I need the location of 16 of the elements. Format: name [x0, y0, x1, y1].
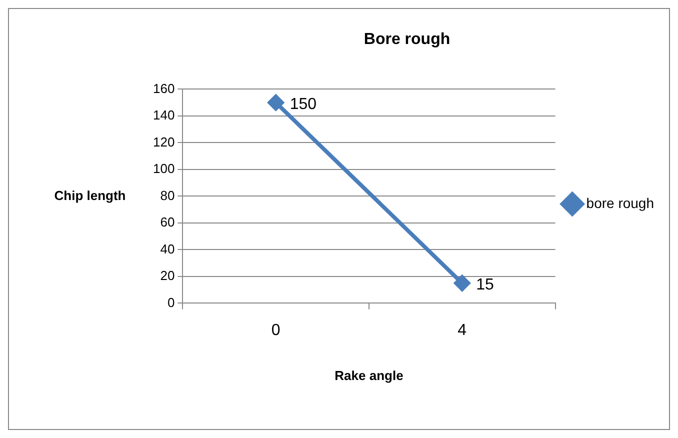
- y-tick-label: 0: [167, 294, 175, 310]
- x-tick-label: 4: [458, 322, 467, 340]
- chart-title: Bore rough: [364, 31, 450, 48]
- y-tick-label: 140: [152, 108, 175, 123]
- y-axis-title: Chip length: [54, 188, 126, 203]
- x-axis-title: Rake angle: [334, 368, 404, 383]
- y-tick-label: 20: [160, 268, 175, 284]
- y-tick-label: 60: [160, 214, 175, 230]
- data-label: 150: [290, 96, 317, 113]
- data-label: 15: [476, 276, 494, 294]
- legend-label: bore rough: [586, 194, 654, 211]
- y-tick-label: 80: [160, 188, 175, 203]
- y-tick-label: 100: [152, 161, 175, 176]
- y-tick-label: 120: [152, 134, 175, 150]
- y-tick-label: 160: [152, 80, 175, 96]
- y-tick-label: 40: [160, 241, 175, 256]
